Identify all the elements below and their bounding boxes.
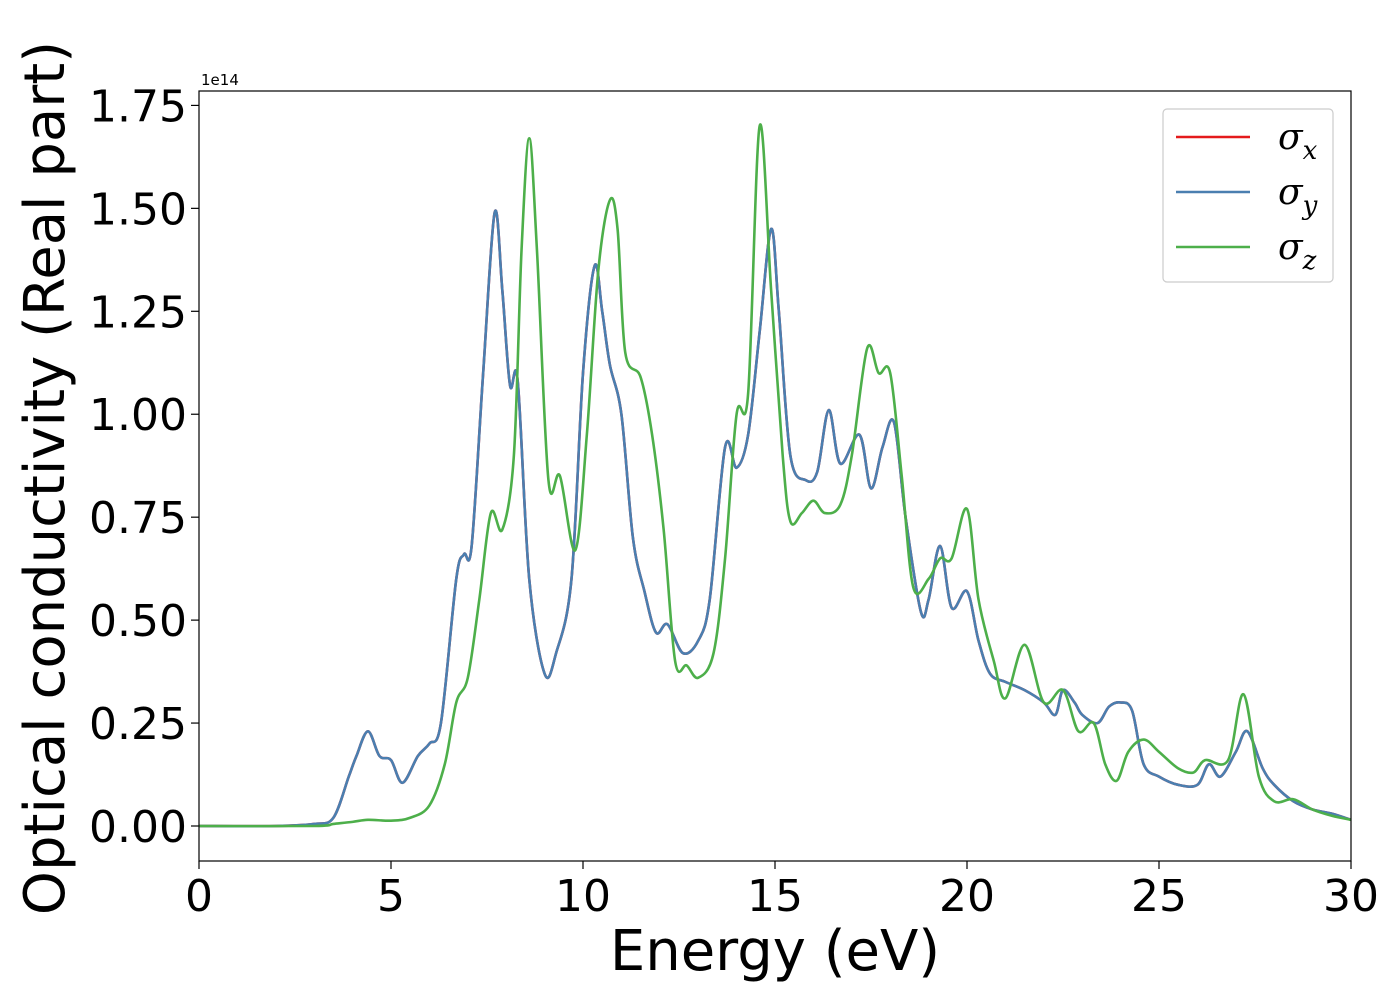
x-axis-label: Energy (eV) (610, 919, 940, 984)
x-tick-label: 30 (1323, 871, 1379, 922)
x-tick-label: 25 (1131, 871, 1187, 922)
y-tick-label: 0.25 (89, 699, 187, 750)
y-offset-label: 1e14 (201, 71, 239, 89)
y-tick-label: 0.75 (89, 493, 187, 544)
y-axis-label: Optical conductivity (Real part) (13, 41, 78, 915)
legend: σx σy σz (1162, 108, 1334, 283)
series-line-y (198, 209, 1352, 828)
x-tick-label: 5 (377, 871, 405, 922)
legend-label-y: σy (1278, 172, 1318, 221)
x-tick-label: 15 (747, 871, 803, 922)
y-tick-label: 0.50 (89, 596, 187, 647)
y-tick-label: 1.00 (89, 390, 187, 441)
legend-box (1162, 108, 1334, 283)
y-tick-label: 0.00 (89, 802, 187, 853)
series-line-z (198, 123, 1352, 828)
series-layer (198, 123, 1352, 828)
y-axis-ticks: 0.00 0.25 0.50 0.75 1.00 1.25 1.50 1.75 (89, 81, 199, 853)
x-tick-label: 10 (555, 871, 611, 922)
legend-label-x: σx (1278, 117, 1318, 166)
y-tick-label: 1.50 (89, 184, 187, 235)
x-tick-label: 0 (185, 871, 213, 922)
y-tick-label: 1.25 (89, 287, 187, 338)
x-tick-label: 20 (939, 871, 995, 922)
y-tick-label: 1.75 (89, 81, 187, 132)
legend-label-z: σz (1278, 227, 1317, 276)
x-axis-ticks: 0 5 10 15 20 25 30 (185, 861, 1379, 922)
